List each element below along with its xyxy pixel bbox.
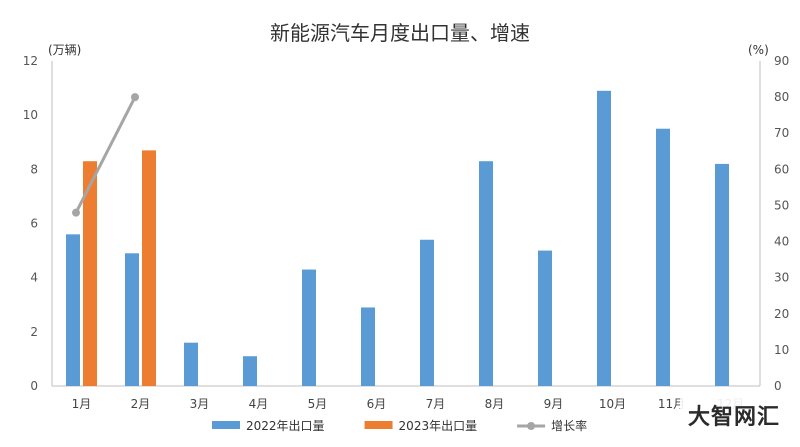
bar-2022年出口量-7月 <box>420 239 434 386</box>
right-tick-label: 20 <box>774 307 789 321</box>
watermark-logo: 大智网汇 <box>679 397 788 433</box>
category-label: 1月 <box>72 397 92 411</box>
left-tick-label: 8 <box>30 162 38 176</box>
bar-2023年出口量-1月 <box>83 161 97 386</box>
category-label: 3月 <box>190 397 210 411</box>
bar-2022年出口量-4月 <box>243 356 257 386</box>
line-增长率 <box>74 96 137 214</box>
left-axis-ticks: 0 2 4 6 8 10 12 <box>23 54 38 393</box>
left-tick-label: 6 <box>30 217 38 231</box>
legend-swatch-2022年出口量 <box>212 421 240 429</box>
bar-2022年出口量-3月 <box>184 342 198 386</box>
right-tick-label: 40 <box>774 235 789 249</box>
right-tick-label: 80 <box>774 90 789 104</box>
point-增长率-1 <box>131 93 139 102</box>
category-label: 4月 <box>249 397 269 411</box>
right-tick-label: 60 <box>774 162 789 176</box>
legend: 2022年出口量 2023年出口量 增长率 <box>212 418 587 433</box>
legend-swatch-2023年出口量 <box>364 421 393 429</box>
category-label: 11月 <box>658 397 685 411</box>
category-label: 8月 <box>485 397 505 411</box>
right-tick-label: 70 <box>774 126 789 140</box>
right-tick-label: 90 <box>774 54 789 68</box>
legend-label-2023年出口量: 2023年出口量 <box>399 419 478 433</box>
legend-label-2022年出口量: 2022年出口量 <box>246 419 325 433</box>
bar-2023年出口量-2月 <box>142 150 156 386</box>
point-增长率-0 <box>72 208 80 217</box>
left-tick-label: 0 <box>30 379 38 393</box>
bars <box>66 90 729 387</box>
bar-2022年出口量-5月 <box>302 269 316 386</box>
bar-2022年出口量-11月 <box>656 128 670 387</box>
axes <box>51 61 761 387</box>
bar-2022年出口量-8月 <box>479 161 493 386</box>
right-tick-label: 50 <box>774 198 789 212</box>
category-label: 7月 <box>426 397 446 411</box>
category-label: 9月 <box>544 397 564 411</box>
category-label: 6月 <box>367 397 387 411</box>
right-axis-ticks: 0 10 20 30 40 50 60 70 80 90 <box>774 54 789 393</box>
category-label: 2月 <box>131 397 151 411</box>
growth-line <box>72 93 139 217</box>
bar-2022年出口量-6月 <box>361 307 375 386</box>
category-label: 5月 <box>308 397 328 411</box>
legend-marker-增长率 <box>527 422 536 430</box>
category-label: 10月 <box>599 397 626 411</box>
bar-2022年出口量-12月 <box>715 163 729 386</box>
bar-2022年出口量-10月 <box>597 90 611 387</box>
legend-label-增长率: 增长率 <box>551 418 587 433</box>
bar-2022年出口量-9月 <box>538 250 552 386</box>
left-tick-label: 4 <box>30 271 38 285</box>
bar-2022年出口量-2月 <box>125 253 139 386</box>
right-tick-label: 10 <box>774 343 789 357</box>
right-tick-label: 0 <box>774 379 782 393</box>
category-labels: 1月2月3月4月5月6月7月8月9月10月11月12月 <box>72 397 744 411</box>
left-axis-unit: (万辆) <box>48 43 81 57</box>
left-tick-label: 2 <box>30 325 38 339</box>
right-tick-label: 30 <box>774 271 789 285</box>
left-tick-label: 10 <box>23 108 38 122</box>
left-tick-label: 12 <box>23 54 38 68</box>
chart-title: 新能源汽车月度出口量、增速 <box>270 21 530 45</box>
bar-2022年出口量-1月 <box>66 234 80 386</box>
right-axis-unit: (%) <box>748 43 769 57</box>
